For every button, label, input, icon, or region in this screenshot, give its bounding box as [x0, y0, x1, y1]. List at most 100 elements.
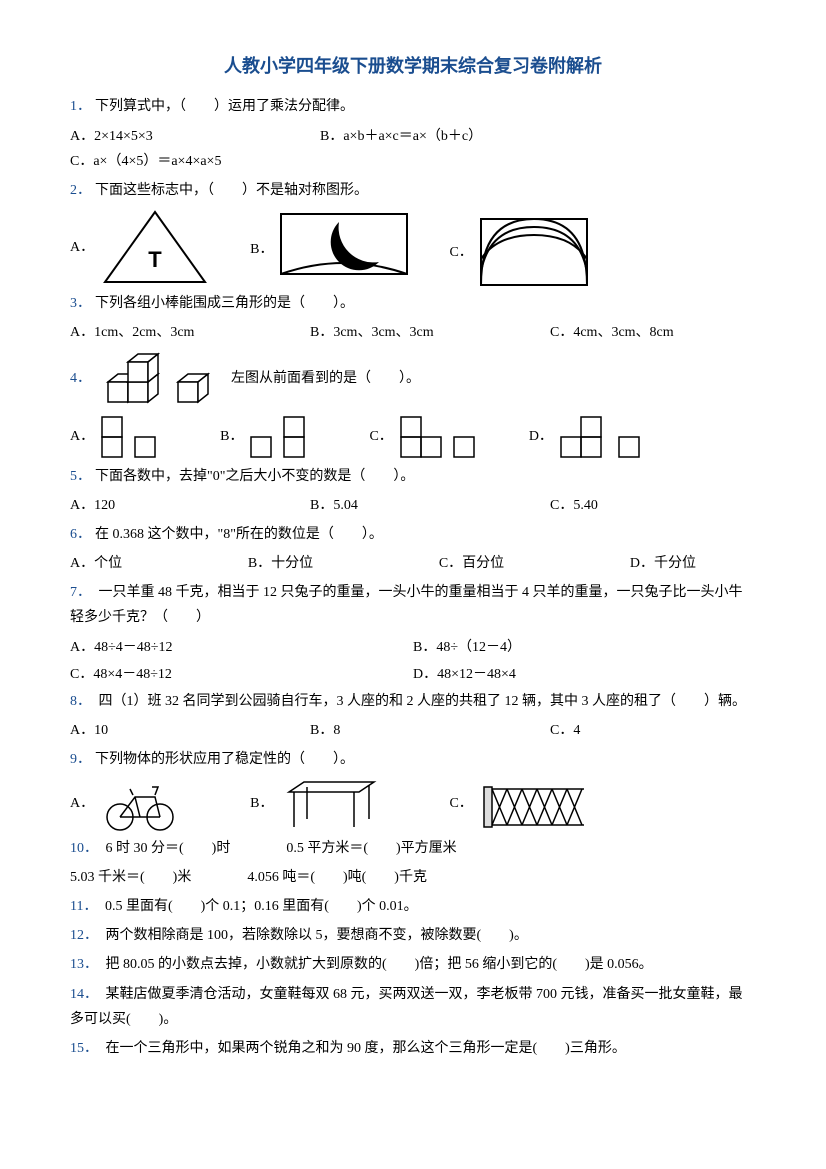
question-13: 13． 把 80.05 的小数点去掉，小数就扩大到原数的( )倍；把 56 缩小…: [70, 952, 756, 977]
question-7: 7． 一只羊重 48 千克，相当于 12 只兔子的重量，一头小牛的重量相当于 4…: [70, 580, 756, 630]
question-9: 9． 下列物体的形状应用了稳定性的（ ）。: [70, 747, 756, 772]
q4-c-label: C．: [369, 424, 392, 449]
front-view-d-icon: [559, 415, 649, 460]
q4-opt-b: B．: [220, 415, 319, 460]
q7-text: 一只羊重 48 千克，相当于 12 只兔子的重量，一头小牛的重量相当于 4 只羊…: [70, 585, 743, 625]
q6-opt-a: A．个位: [70, 551, 122, 576]
front-view-b-icon: [249, 415, 319, 460]
q7-opt-b: B．48÷（12－4）: [413, 635, 756, 660]
q4-a-label: A．: [70, 424, 94, 449]
q1-opt-b: B．a×b＋a×c＝a×（b＋c）: [320, 124, 550, 149]
q5-opt-c: C．5.40: [550, 493, 598, 518]
q1-text: 下列算式中，（ ）运用了乘法分配律。: [95, 94, 354, 119]
q8-opt-a: A．10: [70, 718, 270, 743]
svg-text:T: T: [148, 247, 162, 272]
q5-opt-a: A．120: [70, 493, 270, 518]
q4-options: A． B． C． D．: [70, 415, 756, 460]
q2-text: 下面这些标志中，（ ）不是轴对称图形。: [95, 178, 368, 203]
qnum-7: 7．: [70, 585, 91, 600]
q7-opt-d: D．48×12－48×4: [413, 662, 756, 687]
crescent-icon: [279, 212, 409, 287]
q7-opt-a: A．48÷4－48÷12: [70, 635, 413, 660]
question-6: 6． 在 0.368 这个数中，"8"所在的数位是（ ）。: [70, 522, 756, 547]
q2-opt-a: A． T: [70, 207, 210, 287]
question-15: 15． 在一个三角形中，如果两个锐角之和为 90 度，那么这个三角形一定是( )…: [70, 1036, 756, 1061]
qnum-4: 4．: [70, 366, 91, 391]
q1-opt-a: A．2×14×5×3: [70, 124, 280, 149]
q9-opt-b: B．: [250, 777, 379, 832]
question-14: 14． 某鞋店做夏季清仓活动，女童鞋每双 68 元，买两双送一双，李老板带 70…: [70, 982, 756, 1032]
qnum-14: 14．: [70, 987, 98, 1002]
bicycle-icon: [100, 777, 180, 832]
q7-opt-c: C．48×4－48÷12: [70, 662, 413, 687]
triangle-t-icon: T: [100, 207, 210, 287]
q10-text: 6 时 30 分＝( )时 0.5 平方米＝( )平方厘米: [106, 841, 457, 856]
qnum-11: 11．: [70, 899, 97, 914]
q9-c-label: C．: [449, 791, 472, 816]
question-4: 4． 左图从前面看到的是（ ）。: [70, 352, 756, 407]
q1-opt-c: C．a×（4×5）＝a×4×a×5: [70, 149, 221, 174]
qnum-1: 1．: [70, 94, 91, 119]
q9-a-label: A．: [70, 791, 94, 816]
q3-text: 下列各组小棒能围成三角形的是（ ）。: [95, 291, 354, 316]
q4-opt-c: C．: [369, 415, 478, 460]
question-12: 12． 两个数相除商是 100，若除数除以 5，要想商不变，被除数要( )。: [70, 923, 756, 948]
q8-text: 四（1）班 32 名同学到公园骑自行车，3 人座的和 2 人座的共租了 12 辆…: [99, 694, 747, 709]
q10-line2: 5.03 千米＝( )米 4.056 吨＝( )吨( )千克: [70, 865, 756, 890]
question-3: 3． 下列各组小棒能围成三角形的是（ ）。: [70, 291, 756, 316]
q5-text: 下面各数中，去掉"0"之后大小不变的数是（ ）。: [95, 464, 414, 489]
q6-options: A．个位 B．十分位 C．百分位 D．千分位: [70, 551, 756, 576]
q11-text: 0.5 里面有( )个 0.1；0.16 里面有( )个 0.01。: [105, 899, 418, 914]
q13-text: 把 80.05 的小数点去掉，小数就扩大到原数的( )倍；把 56 缩小到它的(…: [106, 957, 653, 972]
q4-text: 左图从前面看到的是（ ）。: [231, 366, 420, 391]
q8-options: A．10 B．8 C．4: [70, 718, 756, 743]
arcs-icon: [479, 217, 589, 287]
q2-options: A． T B． C．: [70, 207, 756, 287]
q1-options: A．2×14×5×3 B．a×b＋a×c＝a×（b＋c） C．a×（4×5）＝a…: [70, 124, 756, 174]
question-10: 10． 6 时 30 分＝( )时 0.5 平方米＝( )平方厘米: [70, 836, 756, 861]
question-8: 8． 四（1）班 32 名同学到公园骑自行车，3 人座的和 2 人座的共租了 1…: [70, 689, 756, 714]
q4-b-label: B．: [220, 424, 243, 449]
q4-opt-d: D．: [529, 415, 649, 460]
q9-text: 下列物体的形状应用了稳定性的（ ）。: [95, 747, 354, 772]
qnum-9: 9．: [70, 747, 91, 772]
question-5: 5． 下面各数中，去掉"0"之后大小不变的数是（ ）。: [70, 464, 756, 489]
q3-opt-b: B．3cm、3cm、3cm: [310, 320, 510, 345]
qnum-8: 8．: [70, 694, 91, 709]
q2-opt-c: C．: [449, 217, 588, 287]
q4-d-label: D．: [529, 424, 553, 449]
q9-opt-c: C．: [449, 777, 588, 832]
question-11: 11． 0.5 里面有( )个 0.1；0.16 里面有( )个 0.01。: [70, 894, 756, 919]
front-view-c-icon: [399, 415, 479, 460]
q9-options: A． B． C．: [70, 777, 756, 832]
q2-b-label: B．: [250, 237, 273, 262]
qnum-3: 3．: [70, 291, 91, 316]
table-icon: [279, 777, 379, 832]
q5-opt-b: B．5.04: [310, 493, 510, 518]
q9-b-label: B．: [250, 791, 273, 816]
q7-options-1: A．48÷4－48÷12 B．48÷（12－4）: [70, 635, 756, 660]
q3-opt-c: C．4cm、3cm、8cm: [550, 320, 674, 345]
question-1: 1． 下列算式中，（ ）运用了乘法分配律。: [70, 94, 756, 119]
q6-text: 在 0.368 这个数中，"8"所在的数位是（ ）。: [95, 522, 383, 547]
qnum-13: 13．: [70, 957, 98, 972]
q5-options: A．120 B．5.04 C．5.40: [70, 493, 756, 518]
qnum-10: 10．: [70, 841, 98, 856]
q15-text: 在一个三角形中，如果两个锐角之和为 90 度，那么这个三角形一定是( )三角形。: [106, 1041, 626, 1056]
q8-opt-c: C．4: [550, 718, 580, 743]
q2-opt-b: B．: [250, 212, 409, 287]
q6-opt-d: D．千分位: [630, 551, 696, 576]
page-title: 人教小学四年级下册数学期末综合复习卷附解析: [70, 50, 756, 82]
qnum-2: 2．: [70, 178, 91, 203]
gate-icon: [479, 777, 589, 832]
q14-text: 某鞋店做夏季清仓活动，女童鞋每双 68 元，买两双送一双，李老板带 700 元钱…: [70, 987, 743, 1027]
cubes-3d-icon: [103, 352, 223, 407]
q4-opt-a: A．: [70, 415, 170, 460]
qnum-12: 12．: [70, 928, 98, 943]
q7-options-2: C．48×4－48÷12 D．48×12－48×4: [70, 662, 756, 687]
front-view-a-icon: [100, 415, 170, 460]
q3-opt-a: A．1cm、2cm、3cm: [70, 320, 270, 345]
qnum-15: 15．: [70, 1041, 98, 1056]
qnum-5: 5．: [70, 464, 91, 489]
question-2: 2． 下面这些标志中，（ ）不是轴对称图形。: [70, 178, 756, 203]
